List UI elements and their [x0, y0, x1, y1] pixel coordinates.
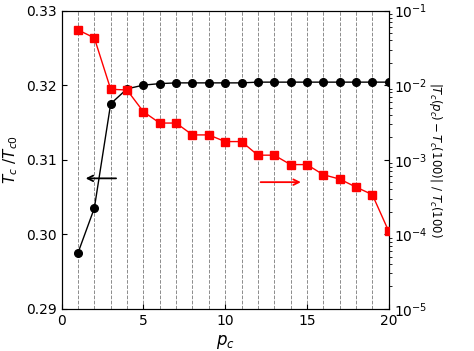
X-axis label: $p_c$: $p_c$ [216, 333, 235, 351]
Y-axis label: $|T_c(p_c) - T_c(100)|\ /\ T_c(100)$: $|T_c(p_c) - T_c(100)|\ /\ T_c(100)$ [427, 82, 444, 238]
Y-axis label: $T_c\ /T_{c0}$: $T_c\ /T_{c0}$ [2, 135, 20, 184]
